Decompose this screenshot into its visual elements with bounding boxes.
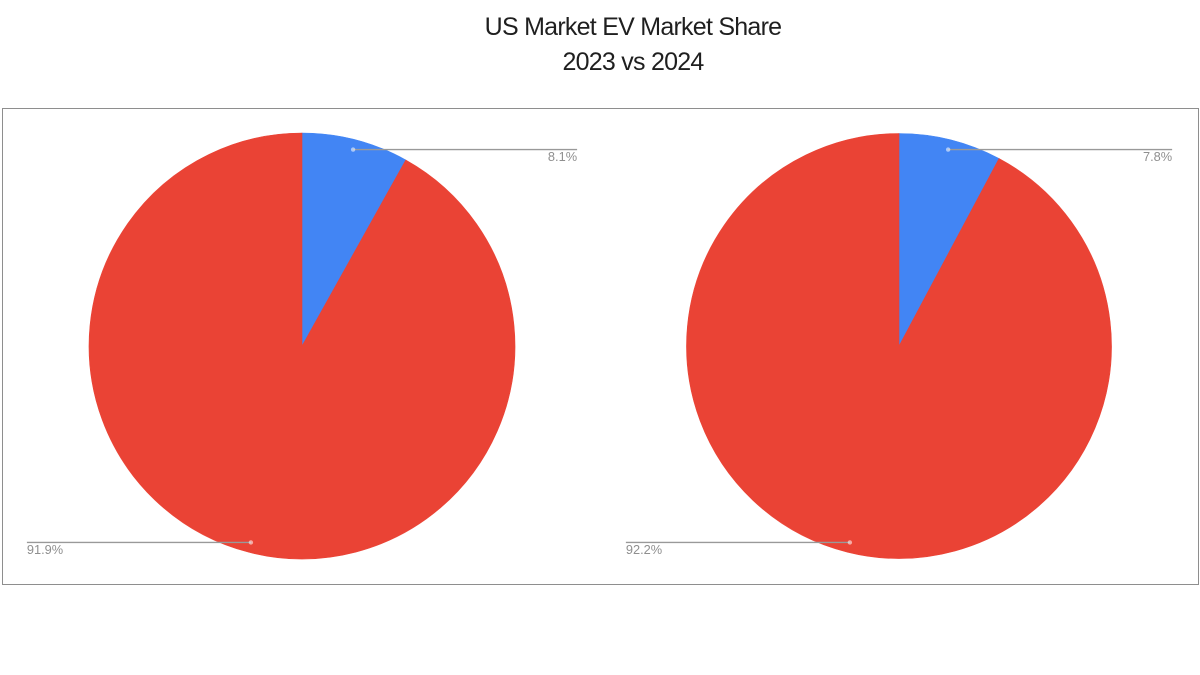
pie-2023-label-0: 8.1% — [548, 149, 577, 164]
pie-2024: 7.8% 92.2% — [625, 133, 1173, 559]
pie-2024-leader-dot-1 — [847, 540, 853, 545]
chart-title-line1: US Market EV Market Share — [484, 13, 782, 42]
pie-2024-slice-0[interactable] — [898, 133, 1000, 347]
chart-title-line2: 2023 vs 2024 — [562, 47, 704, 76]
pie-2023: 8.1% 91.9% — [26, 132, 578, 560]
pie-2023-slice-1[interactable] — [88, 132, 516, 560]
pie-2023-leader-dot-0 — [350, 147, 356, 152]
pie-2023-leader-dot-1 — [248, 540, 254, 545]
pie-2024-label-0: 7.8% — [1143, 149, 1172, 164]
pie-2023-label-1: 91.9% — [27, 542, 63, 557]
pie-2024-slice-1[interactable] — [686, 133, 1112, 559]
pie-2023-slice-0[interactable] — [301, 132, 407, 348]
pie-2024-leader-dot-0 — [945, 147, 951, 152]
chart-title: US Market EV Market Share 2023 vs 2024 — [0, 10, 1200, 79]
pie-2024-label-1: 92.2% — [626, 542, 662, 557]
